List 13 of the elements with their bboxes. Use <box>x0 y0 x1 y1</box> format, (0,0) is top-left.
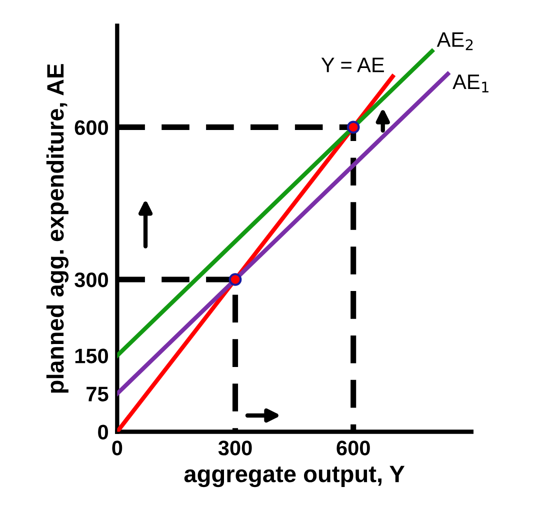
y-tick-label: 300 <box>74 272 108 288</box>
series-label: AE$_{2}$ <box>436 32 473 50</box>
x-tick-label: 600 <box>336 440 370 456</box>
series-label: Y = AE <box>321 58 384 72</box>
y-tick-label: 150 <box>75 348 108 364</box>
x-tick-label: 300 <box>218 440 252 456</box>
y-tick-label: 600 <box>74 120 108 135</box>
series-label: AE$_{1}$ <box>452 74 488 92</box>
y-tick-label: 75 <box>86 386 108 402</box>
y-tick-label: 0 <box>98 424 108 440</box>
x-axis-title: aggregate output, Y <box>184 466 405 488</box>
x-tick-label: 0 <box>112 440 122 456</box>
y-axis-title: planned agg. expenditure, AE <box>46 64 69 393</box>
